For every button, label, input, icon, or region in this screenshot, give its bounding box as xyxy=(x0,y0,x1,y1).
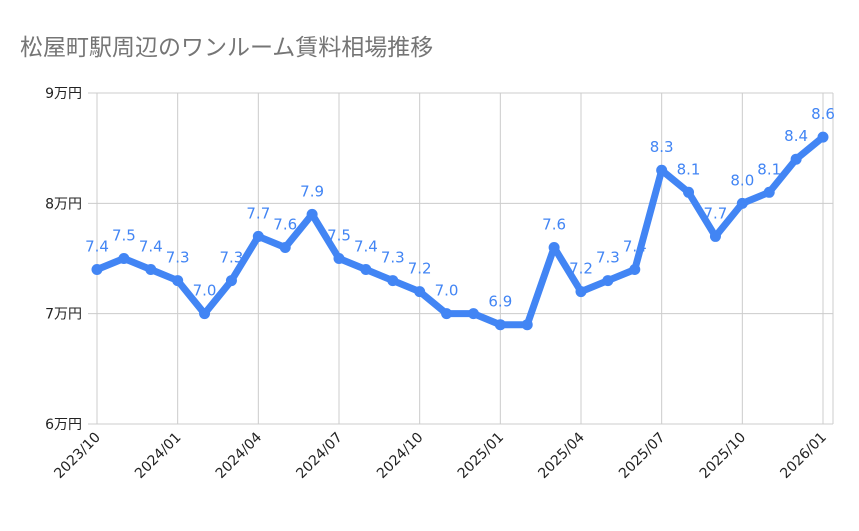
data-label: 7.3 xyxy=(381,249,405,267)
series-line xyxy=(93,133,827,329)
data-label: 6.9 xyxy=(488,293,512,311)
data-label: 7.3 xyxy=(220,249,244,267)
data-point xyxy=(467,308,479,320)
x-tick-label: 2024/10 xyxy=(374,430,426,482)
data-label: 7.5 xyxy=(327,227,351,245)
data-point xyxy=(709,230,721,242)
y-tick-label: 6万円 xyxy=(45,417,82,433)
data-point xyxy=(118,253,130,264)
data-point xyxy=(575,286,587,298)
data-label: 7.7 xyxy=(246,204,270,222)
data-label: 7.6 xyxy=(273,215,297,233)
data-point xyxy=(548,241,560,253)
data-point xyxy=(656,164,668,176)
data-label: 7.2 xyxy=(569,260,593,278)
data-point xyxy=(414,286,426,298)
data-point xyxy=(172,275,184,287)
data-point xyxy=(763,186,775,198)
data-point xyxy=(252,230,264,242)
data-label: 7.0 xyxy=(435,282,459,300)
data-label: 7.6 xyxy=(542,215,566,233)
data-point xyxy=(817,131,829,143)
data-label: 8.1 xyxy=(677,160,701,178)
data-point xyxy=(602,275,614,287)
data-label: 7.3 xyxy=(596,249,620,267)
y-tick-label: 7万円 xyxy=(45,307,82,323)
data-label: 7.3 xyxy=(166,249,190,267)
data-point xyxy=(387,275,399,287)
x-tick-label: 2024/01 xyxy=(132,430,184,482)
data-point xyxy=(360,264,372,276)
x-tick-label: 2024/04 xyxy=(213,429,266,482)
data-label: 8.3 xyxy=(650,138,674,156)
data-label: 7.4 xyxy=(623,238,647,256)
x-tick-label: 2025/07 xyxy=(616,430,668,482)
data-point xyxy=(199,308,211,320)
data-point xyxy=(279,241,291,253)
data-point xyxy=(441,308,453,320)
data-point xyxy=(306,208,318,220)
data-label: 8.1 xyxy=(757,160,781,178)
chart-title: 松屋町駅周辺のワンルーム賃料相場推移 xyxy=(20,35,434,61)
data-label: 7.4 xyxy=(354,238,378,256)
x-tick-label: 2025/10 xyxy=(697,430,749,482)
data-label: 8.4 xyxy=(784,127,808,145)
data-point xyxy=(91,264,103,276)
x-tick-label: 2025/04 xyxy=(535,429,588,482)
data-point xyxy=(521,319,533,331)
data-point xyxy=(683,186,695,198)
data-point xyxy=(494,319,506,331)
data-label: 7.5 xyxy=(112,227,136,245)
data-point xyxy=(629,264,641,276)
data-label: 8.6 xyxy=(811,105,835,123)
y-tick-label: 9万円 xyxy=(45,86,82,102)
data-point xyxy=(145,264,157,276)
data-label: 7.0 xyxy=(193,282,217,300)
data-point xyxy=(790,153,802,165)
data-point xyxy=(736,197,748,209)
data-label: 7.4 xyxy=(139,238,163,256)
data-label: 7.4 xyxy=(85,238,109,256)
data-label: 7.2 xyxy=(408,260,432,278)
x-tick-label: 2025/01 xyxy=(455,430,507,482)
x-tick-label: 2023/10 xyxy=(51,430,103,482)
x-tick-label: 2026/01 xyxy=(777,430,829,482)
data-label: 8.0 xyxy=(730,171,754,189)
y-tick-label: 8万円 xyxy=(45,196,82,212)
data-point xyxy=(225,275,237,287)
data-point xyxy=(333,253,345,264)
data-label: 7.7 xyxy=(704,204,728,222)
x-tick-label: 2024/07 xyxy=(293,430,345,482)
data-label: 7.9 xyxy=(300,182,324,200)
